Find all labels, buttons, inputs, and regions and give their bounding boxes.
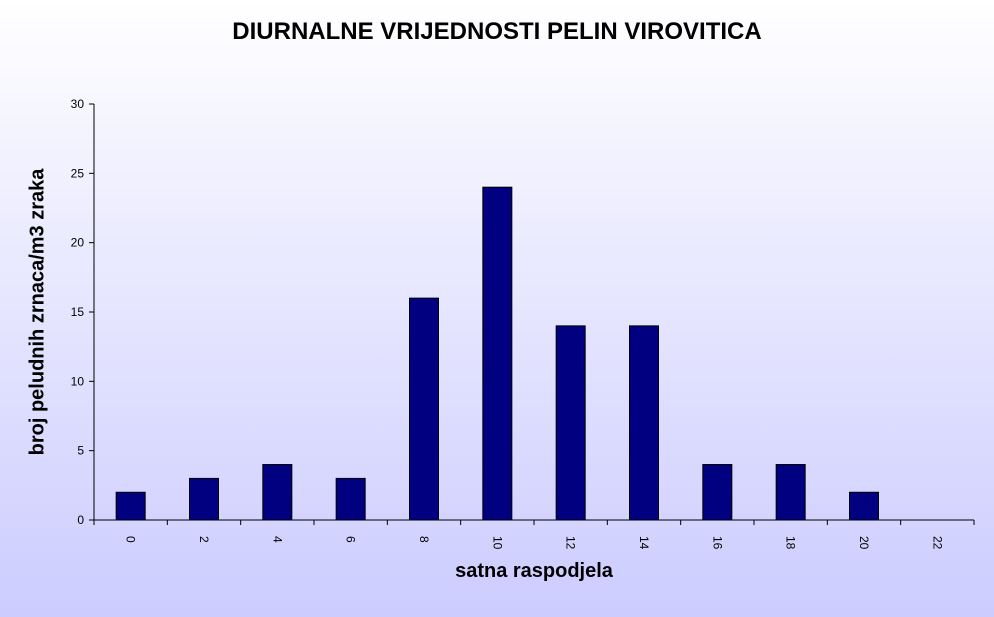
x-tick-label: 2	[197, 536, 211, 543]
x-tick-label: 12	[564, 536, 578, 550]
x-tick-label: 8	[417, 536, 431, 543]
x-tick-label: 4	[270, 536, 284, 543]
bar-4	[262, 464, 293, 521]
y-tick-label: 5	[77, 444, 84, 458]
x-tick-label: 10	[490, 536, 504, 550]
y-tick-label: 25	[71, 166, 85, 180]
y-tick-label: 0	[77, 513, 84, 527]
bar-16	[702, 464, 733, 521]
x-tick-label: 6	[344, 536, 358, 543]
bar-2	[189, 477, 219, 521]
y-tick-label: 10	[71, 374, 85, 388]
x-tick-label: 20	[857, 536, 871, 550]
y-tick-label: 15	[71, 305, 85, 319]
bar-12	[555, 325, 586, 521]
bar-20	[849, 491, 879, 521]
x-tick-label: 14	[637, 536, 651, 550]
bar-0	[115, 491, 146, 521]
bar-14	[629, 325, 659, 521]
bar-6	[335, 477, 366, 521]
bar-10	[482, 186, 513, 521]
chart-title: DIURNALNE VRIJEDNOSTI PELIN VIROVITICA	[232, 18, 762, 45]
bar-8	[409, 297, 439, 521]
x-tick-label: 16	[710, 536, 724, 550]
x-tick-label: 22	[930, 536, 944, 550]
x-axis-label: satna raspodjela	[455, 560, 613, 582]
x-tick-label: 0	[124, 536, 138, 543]
bar-18	[775, 464, 806, 521]
y-tick-label: 30	[71, 97, 85, 111]
y-tick-label: 20	[71, 236, 85, 250]
x-tick-label: 18	[784, 536, 798, 550]
